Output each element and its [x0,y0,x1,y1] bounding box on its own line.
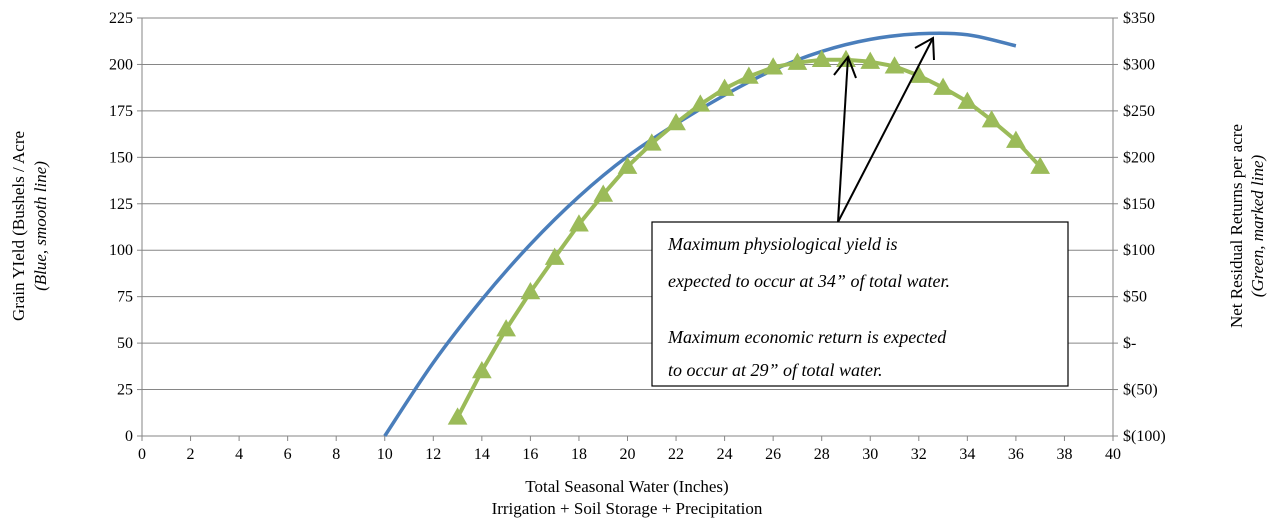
axes [137,17,1118,441]
x-tick-labels: 0 2 4 6 8 10 12 14 16 18 20 22 24 26 28 30 32 34 36 38 40 [138,446,1121,463]
x-tick-label: 6 [284,446,292,463]
right-y-tick-label: $(100) [1123,428,1166,445]
annotation-box: Maximum physiological yield is expected … [651,221,1069,387]
right-y-tick-label: $- [1123,335,1136,352]
x-tick-label: 40 [1105,446,1121,463]
left-y-tick-label: 100 [109,242,133,259]
left-y-tick-label: 175 [109,103,133,120]
left-y-tick-label: 75 [117,289,133,306]
net-returns-point [544,247,565,265]
net-returns-point [787,52,808,70]
right-y-tick-label: $150 [1123,196,1155,213]
left-y-tick-label: 200 [109,56,133,73]
right-y-tick-label: $(50) [1123,382,1158,399]
net-returns-point [1030,156,1051,174]
left-y-tick-label: 50 [117,335,133,352]
net-returns-point [593,184,614,202]
series-group [383,31,1051,437]
left-y-tick-label: 225 [109,10,133,27]
x-tick-label: 34 [959,446,975,463]
net-returns-point [520,282,541,300]
arrowhead-max-return [833,54,857,79]
right-y-tick-label: $200 [1123,149,1155,166]
net-returns-point [714,78,735,96]
x-tick-label: 16 [522,446,538,463]
net-returns-point [860,51,881,69]
net-returns-point [617,156,638,174]
arrowhead-max-yield [914,36,935,61]
annotation-line-1: Maximum physiological yield is [667,234,897,254]
left-y-axis-title: Grain YIeld (Bushels / Acre [9,131,28,321]
net-returns-point [690,94,711,112]
arrow-to-max-return [837,56,849,223]
right-y-tick-label: $300 [1123,56,1155,73]
x-tick-label: 4 [235,446,243,463]
right-y-tick-label: $100 [1123,242,1155,259]
x-axis-title: Total Seasonal Water (Inches) [525,477,728,496]
annotation-arrows [833,36,935,223]
x-tick-label: 36 [1008,446,1024,463]
net-returns-point [666,112,686,131]
net-returns-point [884,56,905,74]
x-tick-label: 22 [668,446,684,463]
annotation-frame [651,221,1069,387]
x-tick-label: 2 [187,446,195,463]
x-tick-label: 10 [377,446,393,463]
left-y-tick-label: 150 [109,149,133,166]
x-tick-label: 26 [765,446,781,463]
right-y-axis-subtitle: (Green, marked line) [1248,154,1267,297]
x-tick-label: 0 [138,446,146,463]
x-tick-label: 32 [911,446,927,463]
annotation-line-4: Maximum economic return is expected [667,327,947,347]
x-tick-label: 30 [862,446,878,463]
net-returns-point [763,57,784,75]
left-y-tick-label: 0 [125,428,133,445]
net-returns-point [739,66,759,84]
right-y-tick-label: $350 [1123,10,1155,27]
net-returns-point [471,360,492,379]
net-returns-point [1006,130,1026,148]
annotation-line-2: expected to occur at 34” of total water. [668,271,950,291]
x-tick-label: 18 [571,446,587,463]
x-tick-label: 24 [717,446,733,463]
x-tick-label: 28 [814,446,830,463]
left-y-tick-label: 125 [109,196,133,213]
arrow-to-max-yield [837,37,934,223]
x-tick-label: 14 [474,446,490,463]
gridlines [142,17,1113,437]
left-y-axis-subtitle: (Blue, smooth line) [31,161,50,291]
left-y-tick-label: 25 [117,382,133,399]
net-returns-point [811,49,832,68]
right-y-tick-label: $50 [1123,289,1147,306]
net-returns-point [933,77,953,95]
net-returns-point [496,319,516,337]
annotation-line-5: to occur at 29” of total water. [668,360,883,380]
left-y-tick-labels: 0 25 50 75 100 125 150 175 200 225 [109,10,133,445]
x-tick-label: 38 [1056,446,1072,463]
x-tick-label: 8 [332,446,340,463]
net-returns-point [981,110,1002,128]
right-y-axis-title: Net Residual Returns per acre [1227,124,1246,328]
net-returns-point [447,407,468,425]
net-returns-point [569,214,589,232]
right-y-tick-label: $250 [1123,103,1155,120]
right-y-tick-labels: $(100) $(50) $- $50 $100 $150 $200 $250 $300 $350 [1123,10,1166,445]
x-axis-subtitle: Irrigation + Soil Storage + Precipitatio… [492,499,763,518]
net-returns-point [957,91,978,109]
net-returns-point [641,133,662,151]
x-tick-label: 20 [620,446,636,463]
x-tick-label: 12 [425,446,441,463]
